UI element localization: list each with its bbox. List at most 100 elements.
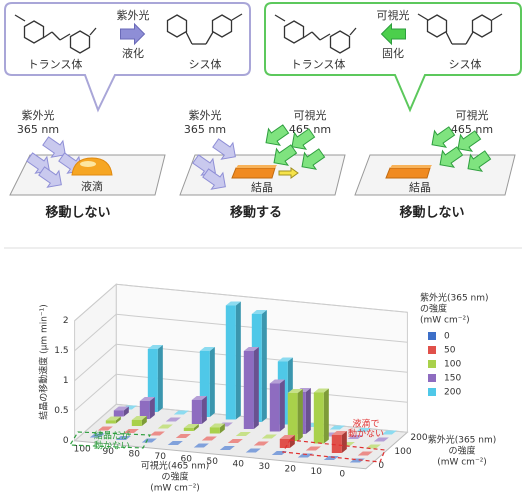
bar-top (147, 345, 163, 349)
trans-molecule (274, 14, 357, 54)
bar-top (235, 432, 251, 436)
bar-front (147, 349, 158, 412)
crystal-top (236, 165, 277, 168)
bar-top-shade (261, 434, 277, 439)
x-tick-label: 100 (74, 445, 91, 455)
x-tick-label: 60 (180, 455, 192, 465)
y-tick-label: 2 (63, 316, 69, 326)
legend-swatch (428, 360, 436, 368)
bar-top (357, 451, 373, 456)
bar-top-shade (209, 423, 225, 428)
bar-top-shade (183, 424, 199, 428)
cis-molecule (166, 13, 243, 45)
bar-top (141, 438, 157, 443)
bar (139, 397, 155, 419)
bar (365, 444, 381, 449)
bar (209, 423, 225, 434)
light-label: 可視光 (294, 108, 327, 122)
legend-swatch (428, 374, 436, 382)
bar-top (279, 435, 295, 439)
bar-top-shade (245, 448, 261, 453)
bar-side (201, 396, 207, 424)
bar-front (243, 351, 254, 429)
legend-title: (mW cm⁻²) (420, 316, 470, 326)
bar-top (105, 416, 121, 421)
callout-right (264, 2, 522, 113)
z-axis-label: 紫外光(365 nm) (428, 434, 497, 446)
grid-line (74, 283, 408, 322)
cis-label: シス体 (449, 57, 482, 71)
bar-top (297, 453, 313, 458)
annotation-outline (282, 439, 386, 463)
z-tick-label: 0 (378, 461, 384, 471)
object-label: 結晶 (251, 180, 273, 194)
legend-swatch (428, 346, 436, 354)
bar-top-shade (149, 431, 165, 436)
bar-top (269, 379, 285, 384)
wavelength-label: 465 nm (451, 123, 493, 136)
bar-top (209, 423, 225, 428)
bar-top-shade (191, 396, 207, 400)
bar (329, 425, 345, 430)
bar-top (175, 434, 191, 438)
bar-top (245, 448, 261, 453)
bar-front (199, 351, 210, 417)
bar-front (287, 393, 298, 441)
bar-side (193, 424, 199, 431)
bar-top-shade (105, 416, 121, 421)
bar-top-shade (305, 446, 321, 451)
bar-top-shade (355, 428, 371, 432)
bar-side (297, 389, 303, 441)
bar-top-shade (193, 443, 209, 448)
bar-side (289, 435, 295, 448)
x-tick-label: 0 (339, 470, 345, 480)
bar-top-shade (141, 438, 157, 443)
bar (357, 451, 373, 456)
bar-side-shade (323, 388, 329, 444)
light-label: 紫外光 (189, 108, 222, 122)
bar (105, 416, 121, 424)
bar-top-shade (243, 347, 259, 351)
bar (149, 431, 165, 436)
bar-side (115, 416, 121, 424)
bar (227, 439, 243, 443)
y-axis-label: 結晶の移動速度 (μm min⁻¹) (38, 304, 50, 420)
bar-side-shade (219, 423, 225, 434)
bar (131, 416, 147, 426)
legend-swatch (428, 332, 436, 340)
bar-side-shade (193, 424, 199, 431)
trans-molecule (14, 14, 97, 54)
z-axis-label: (mW cm⁻²) (437, 458, 487, 468)
bar-side-shade (201, 396, 207, 424)
bar (175, 434, 191, 438)
bar-top-shade (269, 379, 285, 384)
bar (201, 436, 217, 441)
light-label: 紫外光 (22, 108, 55, 122)
bar-top-shade (365, 444, 381, 449)
bar (253, 441, 269, 446)
bar-top (219, 446, 235, 450)
bar-side (149, 397, 155, 419)
x-tick-label: 50 (206, 457, 218, 467)
bar-top (331, 431, 347, 435)
z-axis-label: の強度 (448, 445, 475, 457)
bar-top-shade (287, 389, 303, 393)
bar-side (157, 345, 163, 412)
legend-label: 200 (444, 388, 461, 398)
bar (157, 424, 173, 429)
bar (313, 388, 329, 444)
x-tick-label: 40 (232, 460, 244, 470)
light-label: 紫外光 (117, 8, 150, 22)
y-tick-label: 1.5 (54, 346, 68, 356)
annotation: 動かない (348, 429, 384, 440)
result-label: 移動する (230, 205, 282, 221)
bar-top-shade (313, 388, 329, 393)
bar-top (329, 425, 345, 430)
y-tick-label: 0 (63, 436, 69, 446)
legend-swatch (428, 388, 436, 396)
x-tick-label: 80 (128, 450, 140, 460)
bar (115, 436, 131, 440)
crystal (385, 167, 431, 179)
x-tick-label: 10 (310, 467, 322, 477)
bar-top-shade (123, 429, 139, 433)
